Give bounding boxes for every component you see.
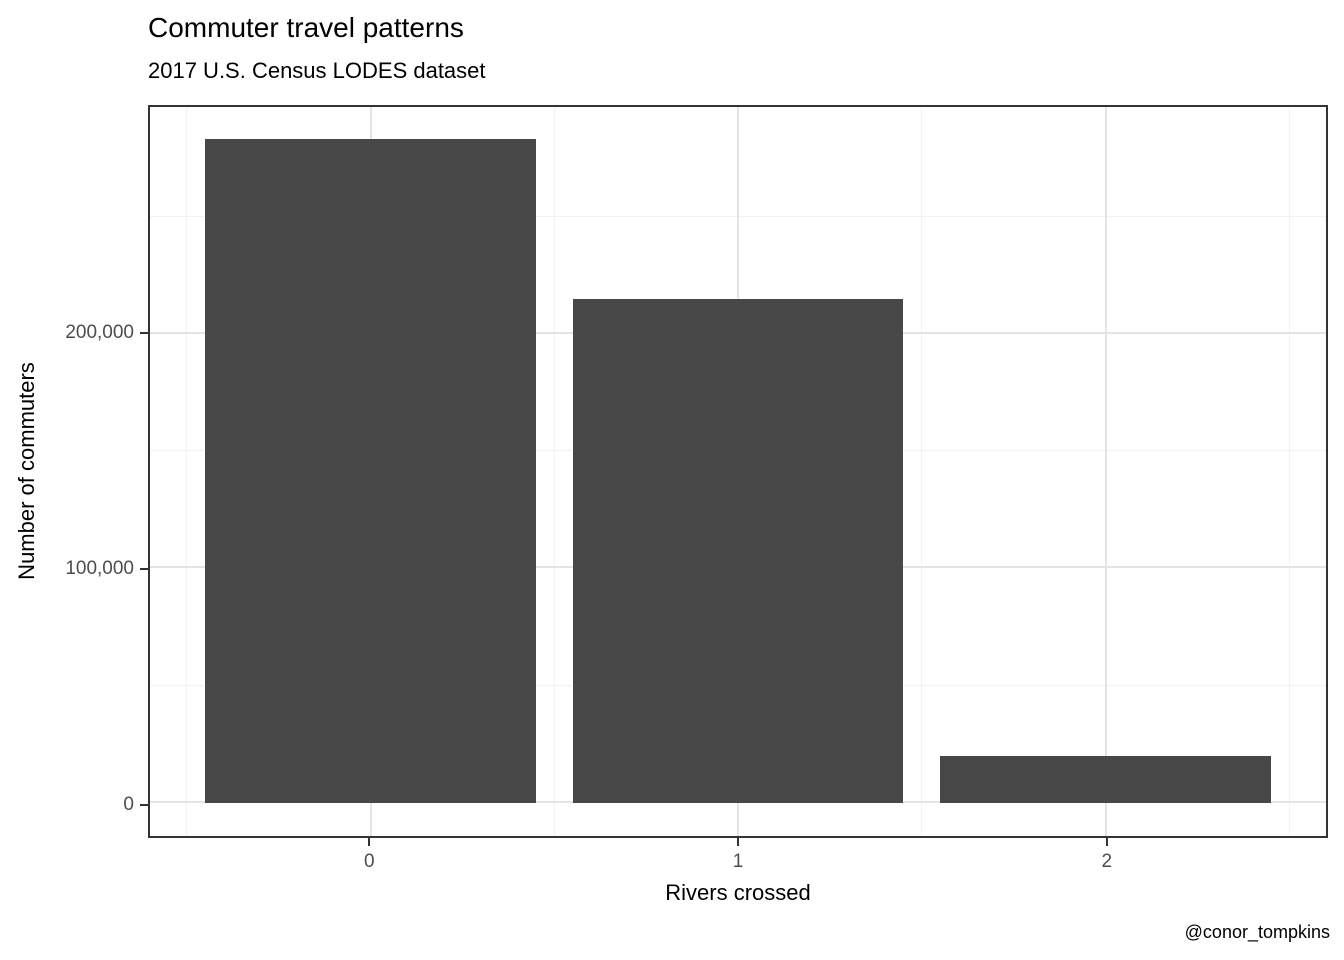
y-axis-title: Number of commuters: [14, 362, 39, 580]
y-axis-tick-label-1: 100,000: [65, 557, 134, 579]
chart-caption: @conor_tompkins: [1184, 922, 1330, 942]
gridline-minor-x-0: [186, 107, 188, 836]
x-axis-tick-label-1: 1: [732, 851, 744, 872]
plot-panel: [148, 105, 1328, 838]
x-axis-tick-1: [737, 838, 739, 846]
x-axis-tick-0: [368, 838, 371, 846]
x-axis-tick-label-2: 2: [1101, 851, 1113, 872]
chart-title: Commuter travel patterns: [148, 12, 464, 43]
gridline-minor-x-2: [921, 107, 923, 836]
gridline-minor-x-1: [553, 107, 555, 836]
y-axis-tick-label-2: 200,000: [65, 322, 134, 344]
chart-subtitle: 2017 U.S. Census LODES dataset: [148, 58, 486, 83]
y-axis-tick-2: [140, 332, 148, 335]
y-axis-tick-0: [140, 803, 148, 806]
gridline-minor-x-3: [1288, 107, 1290, 836]
x-axis-tick-2: [1105, 838, 1108, 846]
x-axis-tick-label-0: 0: [363, 851, 375, 872]
x-axis-title: Rivers crossed: [665, 880, 811, 905]
bar-category-0: [205, 139, 536, 803]
bar-category-2: [940, 755, 1271, 803]
y-axis-tick-label-0: 0: [123, 793, 134, 815]
gridline-major-x-2: [1104, 107, 1107, 836]
bar-category-1: [572, 298, 904, 803]
y-axis-tick-1: [140, 567, 148, 570]
